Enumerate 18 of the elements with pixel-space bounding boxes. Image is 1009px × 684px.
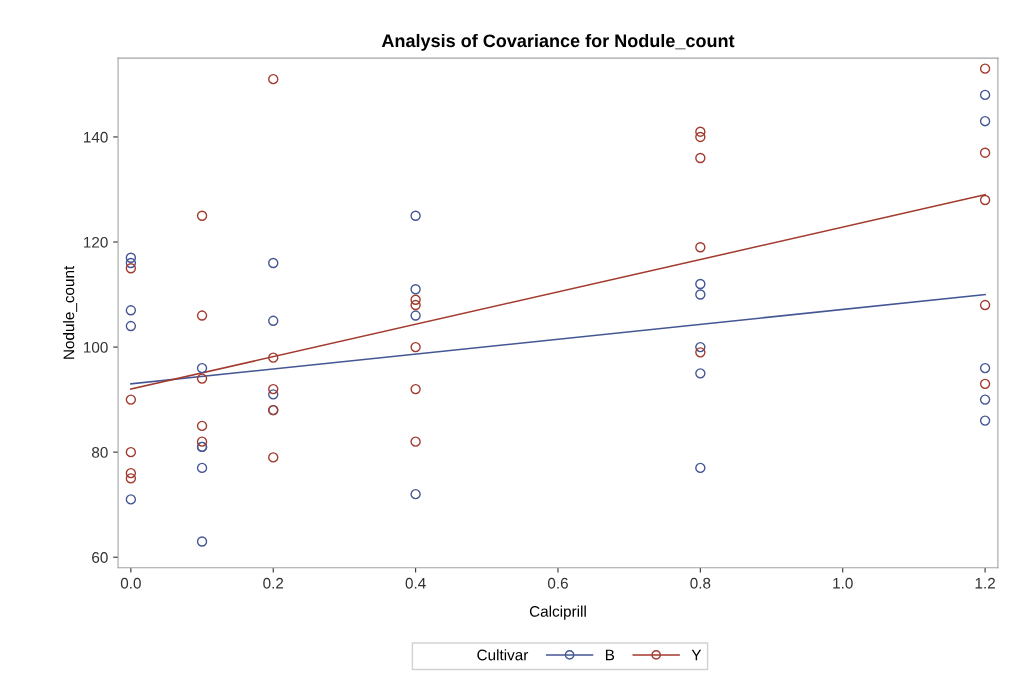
- x-tick-label: 0.2: [263, 577, 284, 589]
- x-tick-label: 1.0: [833, 577, 853, 589]
- y-tick-label: 80: [92, 447, 108, 458]
- x-tick-label: 0.4: [405, 577, 426, 589]
- legend-label: Y: [691, 649, 702, 661]
- y-tick-label: 100: [84, 341, 108, 353]
- y-tick-label: 140: [84, 131, 108, 143]
- chart-title: Analysis of Covariance for Nodule_count: [381, 33, 735, 51]
- x-tick-label: 0.0: [120, 577, 141, 589]
- x-tick-label: 0.6: [547, 577, 568, 589]
- x-tick-label: 1.2: [975, 577, 995, 589]
- y-tick-label: 60: [92, 552, 108, 563]
- x-axis-title: Calciprill: [529, 605, 586, 620]
- y-tick-label: 120: [84, 236, 108, 248]
- y-axis-title: Nodule_count: [63, 265, 78, 359]
- x-tick-label: 0.8: [690, 577, 711, 589]
- legend-label: B: [605, 649, 615, 661]
- legend-title: Cultivar: [477, 649, 529, 661]
